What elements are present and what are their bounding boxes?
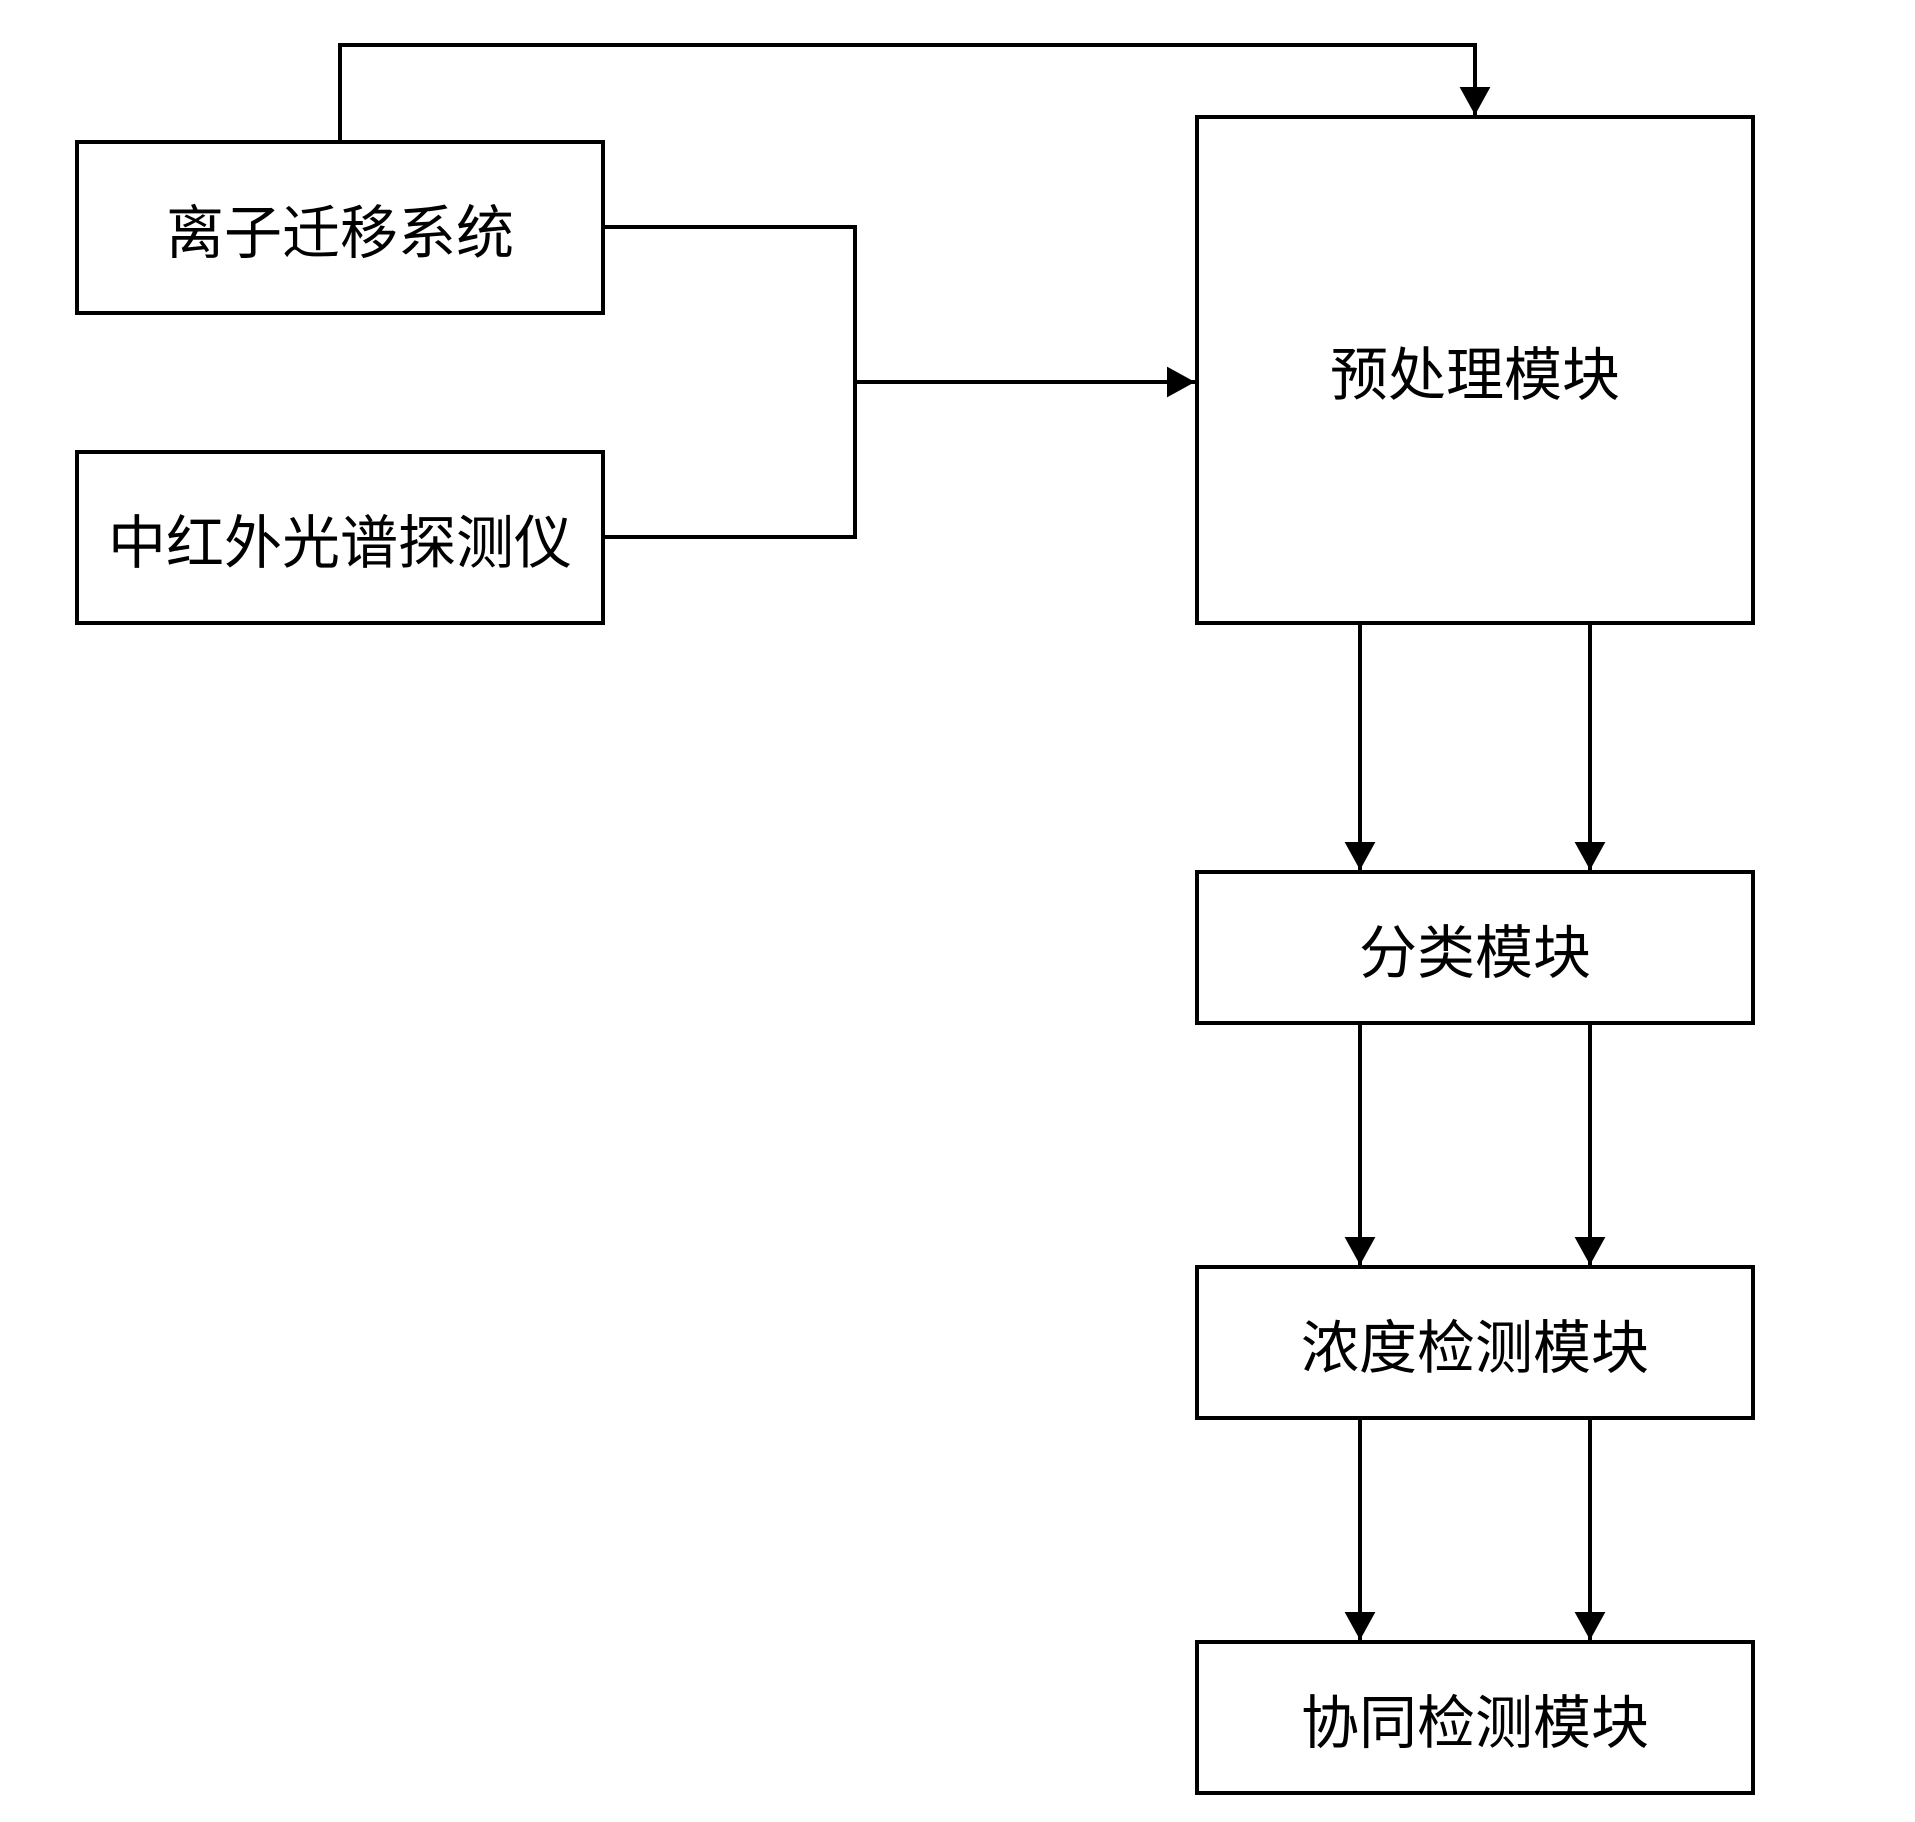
node-ion-mobility: 离子迁移系统 [75, 140, 605, 315]
node-ir-spectrum: 中红外光谱探测仪 [75, 450, 605, 625]
node-cooperative: 协同检测模块 [1195, 1640, 1755, 1795]
node-preprocess-label: 预处理模块 [1330, 328, 1620, 412]
node-preprocess: 预处理模块 [1195, 115, 1755, 625]
node-classify: 分类模块 [1195, 870, 1755, 1025]
node-classify-label: 分类模块 [1359, 906, 1591, 990]
node-cooperative-label: 协同检测模块 [1301, 1676, 1649, 1760]
node-concentration: 浓度检测模块 [1195, 1265, 1755, 1420]
node-ion-mobility-label: 离子迁移系统 [166, 186, 514, 270]
node-concentration-label: 浓度检测模块 [1301, 1301, 1649, 1385]
node-ir-spectrum-label: 中红外光谱探测仪 [108, 496, 572, 580]
